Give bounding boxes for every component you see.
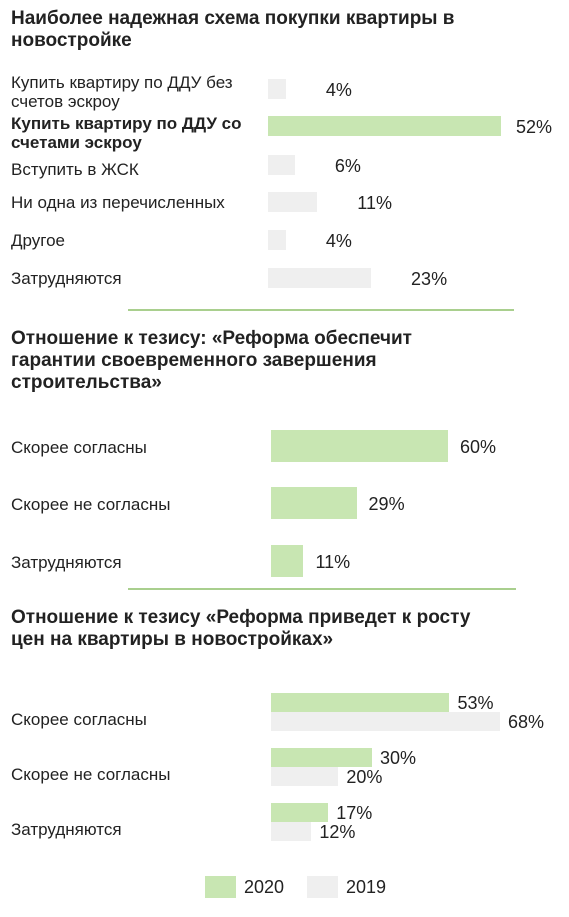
chart2-title: Отношение к тезису: «Реформа обеспечит г… — [11, 328, 412, 393]
bar — [271, 748, 373, 767]
chart1-title: Наиболее надежная схема покупки квартиры… — [11, 8, 455, 51]
value-label: 11% — [315, 552, 351, 572]
category-label: Скорее согласны — [11, 438, 147, 457]
category-label: Вступить в ЖСК — [11, 160, 139, 179]
category-label: Другое — [11, 231, 66, 250]
value-label: 23% — [411, 269, 448, 289]
bar — [271, 803, 329, 822]
category-label: Затрудняются — [11, 553, 122, 572]
bar — [271, 430, 448, 462]
category-label: Ни одна из перечисленных — [11, 193, 225, 212]
bar — [268, 268, 372, 288]
value-label: 53% — [457, 693, 494, 713]
bar — [268, 230, 286, 250]
value-label: 29% — [368, 494, 405, 514]
value-label: 4% — [325, 231, 352, 251]
value-label: 60% — [460, 437, 497, 457]
bar — [268, 155, 295, 175]
bar — [271, 712, 500, 731]
legend-label-2020: 2020 — [244, 877, 285, 897]
value-label: 68% — [508, 712, 545, 732]
value-label: 12% — [319, 822, 356, 842]
bar — [271, 767, 339, 786]
value-label: 30% — [380, 748, 417, 768]
bar — [271, 822, 312, 841]
bar — [268, 116, 501, 136]
legend-label-2019: 2019 — [346, 877, 387, 897]
category-label: Скорее согласны — [11, 710, 147, 729]
value-label: 6% — [334, 156, 361, 176]
bar — [271, 487, 357, 519]
category-label: Скорее не согласны — [11, 765, 171, 784]
legend-swatch-2019 — [307, 876, 338, 898]
category-label: Затрудняются — [11, 269, 122, 288]
category-label: Купить квартиру по ДДУ без счетов эскроу — [11, 73, 233, 111]
bar — [271, 693, 450, 712]
category-label: Купить квартиру по ДДУ со счетами эскроу — [11, 114, 242, 152]
category-label: Скорее не согласны — [11, 495, 171, 514]
bar — [268, 79, 286, 99]
bar — [268, 192, 318, 212]
divider-1 — [128, 309, 514, 311]
legend-swatch-2020 — [205, 876, 236, 898]
chart3-title: Отношение к тезису «Реформа приведет к р… — [11, 607, 471, 650]
category-label: Затрудняются — [11, 820, 122, 839]
value-label: 17% — [336, 803, 373, 823]
value-label: 4% — [325, 80, 352, 100]
bar — [271, 545, 304, 577]
value-label: 11% — [357, 193, 392, 213]
value-label: 52% — [516, 117, 553, 137]
divider-2 — [128, 588, 516, 590]
value-label: 20% — [346, 767, 383, 787]
